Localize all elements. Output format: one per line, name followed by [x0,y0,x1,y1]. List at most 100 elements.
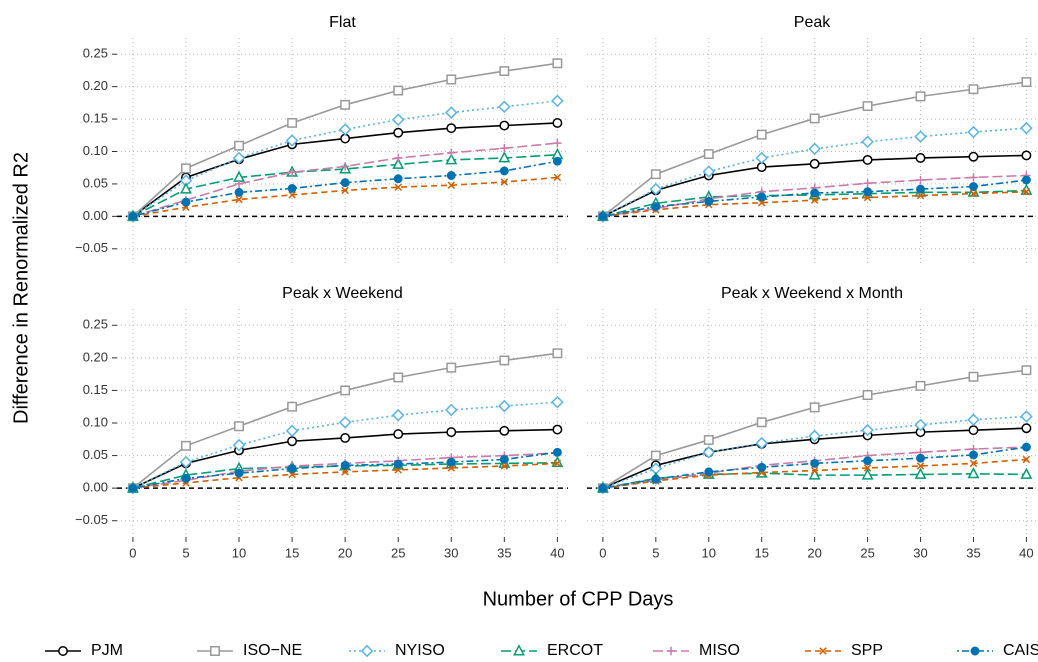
marker [757,192,767,202]
legend-item: ISO−NE [197,642,302,659]
marker [968,425,979,436]
legend-label: ISO−NE [243,642,302,659]
y-tick-label: 0.15 [83,111,108,126]
marker [861,468,874,480]
legend-label: MISO [699,642,740,659]
marker [287,464,297,474]
y-tick-label: 0.05 [83,447,108,462]
y-tick-label: 0.20 [83,78,108,93]
panel-title: Peak [794,14,831,31]
legend-marker [513,644,525,656]
marker [341,468,349,476]
marker [393,85,404,96]
marker [915,153,926,163]
marker [862,101,873,112]
marker [340,99,351,110]
marker [704,196,714,206]
marker [552,447,562,457]
marker [916,462,925,470]
marker [914,467,927,479]
marker [340,178,350,188]
marker [1021,77,1032,88]
y-tick-label: 0.20 [83,349,108,364]
x-tick-label: 15 [285,545,299,560]
marker [447,148,456,157]
marker [915,380,926,391]
y-tick-label: 0.25 [83,317,108,332]
marker [445,106,458,119]
marker [809,158,820,169]
marker [181,440,191,451]
marker [391,408,405,422]
panel-title: Flat [329,14,356,31]
marker [755,151,768,165]
series-line [602,415,1027,489]
marker [808,429,821,443]
marker [234,187,244,197]
marker [232,151,246,165]
x-tick-label: 40 [1019,545,1033,560]
x-tick-label: 35 [966,545,980,560]
marker [553,459,562,468]
legend-marker [819,647,827,655]
x-tick-label: 20 [807,545,821,560]
marker [287,184,297,193]
marker [598,211,608,221]
x-tick-label: 10 [232,545,246,560]
x-tick-label: 0 [129,545,136,560]
marker [861,423,874,437]
marker [392,157,405,169]
marker [553,173,562,182]
marker [445,403,458,417]
marker [128,483,138,493]
marker [967,125,980,139]
legend-label: CAISO [1003,642,1038,659]
marker [446,457,456,467]
series-line [132,451,558,489]
marker [968,84,979,95]
marker [651,202,661,212]
marker [552,424,563,435]
marker [969,459,978,468]
marker [861,135,874,149]
x-axis-label: Number of CPP Days [483,588,674,610]
marker [916,184,925,194]
marker [862,154,873,165]
x-tick-label: 15 [754,545,768,560]
legend-item: CAISO [957,642,1038,659]
marker [446,171,456,180]
marker [552,348,563,359]
legend-item: NYISO [349,642,445,659]
marker [551,94,564,108]
marker [393,372,404,383]
marker [650,169,661,180]
x-tick-label: 25 [860,545,874,560]
marker [446,74,457,85]
marker [393,127,404,138]
marker [500,178,509,186]
marker [498,100,511,114]
marker [498,151,511,163]
marker [341,186,349,195]
y-tick-label: 0.00 [83,208,108,223]
legend-item: SPP [805,642,883,659]
marker [1022,187,1031,196]
legend-marker [970,646,980,656]
x-tick-label: 5 [182,545,189,560]
marker [810,458,820,468]
y-tick-label: 0.10 [83,143,108,158]
marker [180,182,192,194]
marker [808,468,821,480]
marker [914,418,927,432]
marker [446,427,457,438]
marker [651,474,661,484]
marker [916,175,925,185]
y-tick-label: 0.15 [83,382,108,397]
x-tick-label: 5 [652,545,659,560]
marker [447,181,456,189]
marker [234,140,244,151]
legend-label: NYISO [395,642,445,659]
marker [234,179,244,189]
marker [445,153,458,165]
marker [809,113,820,124]
